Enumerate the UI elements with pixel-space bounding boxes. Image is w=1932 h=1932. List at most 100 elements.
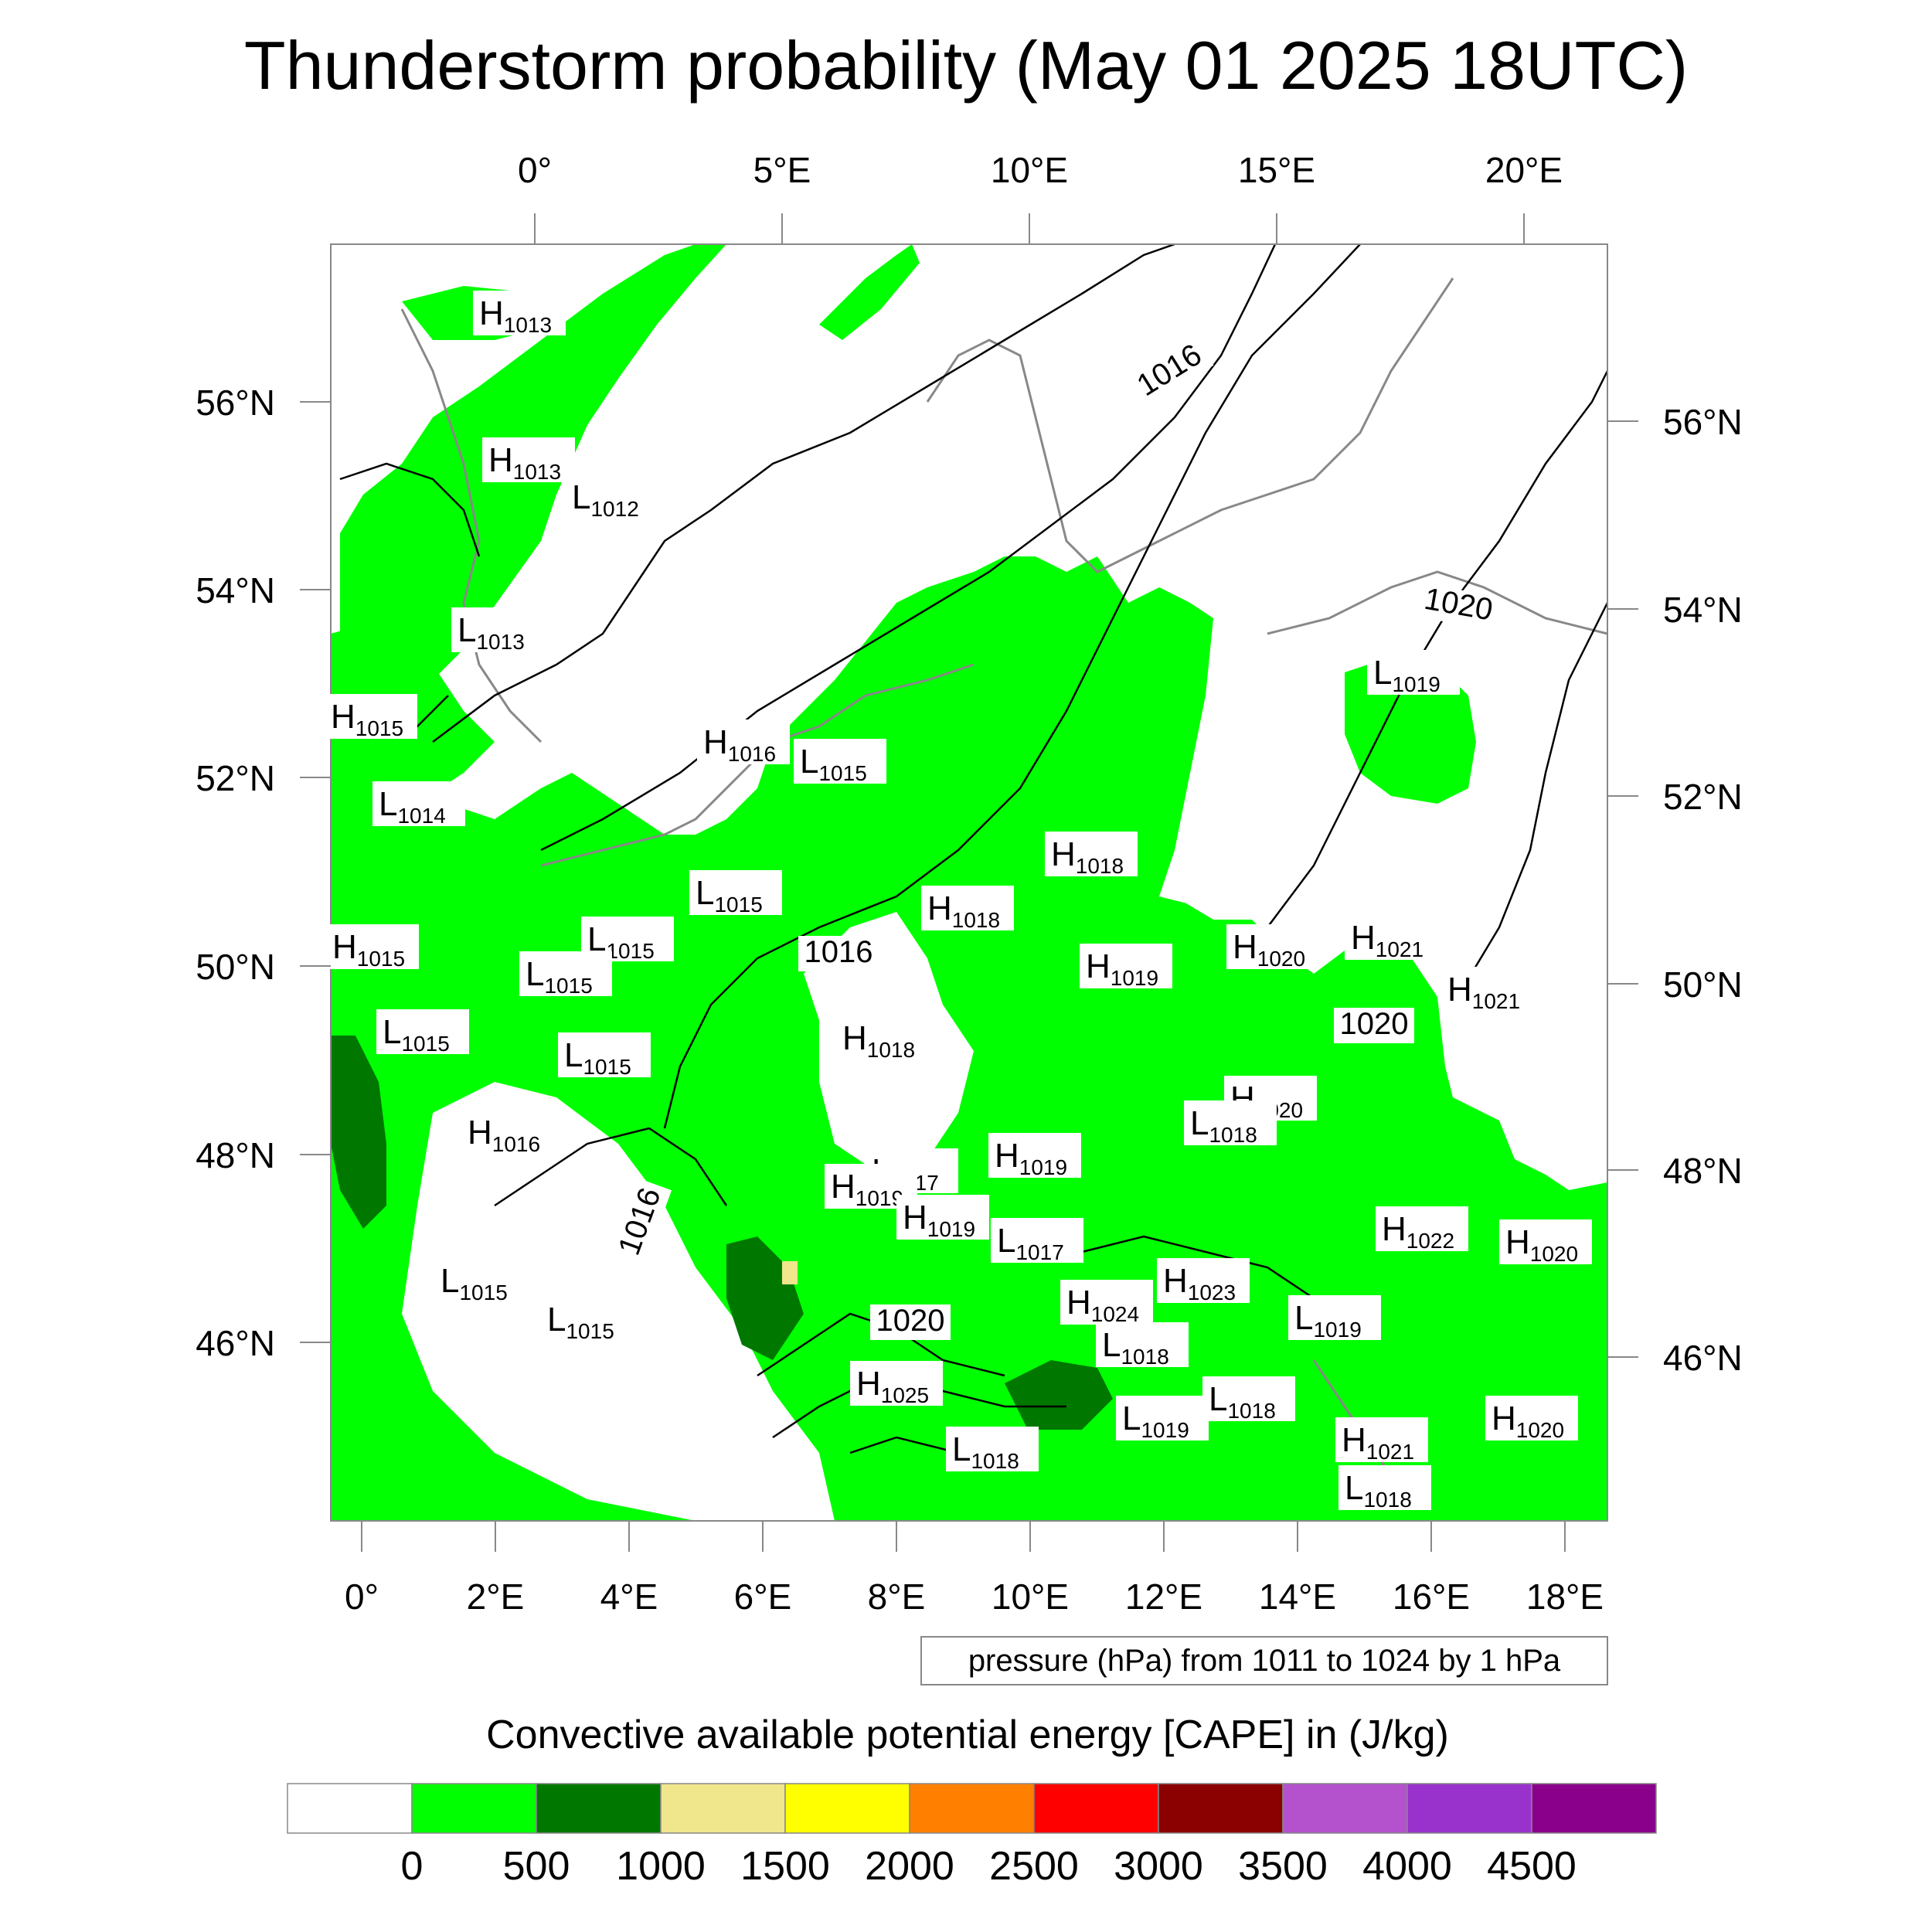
- colorbar-tick-label: 0: [401, 1844, 423, 1889]
- cape-area-500-1000-west: [331, 1036, 386, 1229]
- pressure-center-label: H1013: [473, 291, 566, 337]
- cape-field: [331, 244, 1607, 1521]
- top-axis-label: 20°E: [1485, 150, 1563, 190]
- map-frame: [330, 243, 1608, 1522]
- pressure-center-text: H1013: [488, 441, 561, 484]
- pressure-center-label: L1013: [451, 607, 544, 654]
- pressure-center-text: L1015: [800, 743, 867, 785]
- pressure-center-text: H1018: [927, 889, 1000, 932]
- colorbar-tick-labels: 0 500 1000 1500 2000 2500 3000 3500 4000 4500: [401, 1844, 1577, 1889]
- axis-ticks: [300, 213, 1638, 1552]
- pressure-center-label: H1023: [1157, 1258, 1250, 1304]
- bottom-axis-label: 16°E: [1393, 1577, 1470, 1617]
- pressure-center-label: H1019: [1080, 944, 1172, 990]
- left-axis-label: 46°N: [196, 1323, 275, 1363]
- figure-title: Thunderstorm probability (May 01 2025 18…: [244, 27, 1688, 104]
- pressure-center-text: H1020: [1505, 1223, 1578, 1266]
- bottom-axis-label: 0°: [345, 1577, 379, 1617]
- pressure-center-text: H1019: [995, 1137, 1067, 1179]
- pressure-center-label: L1012: [566, 474, 658, 521]
- pressure-center-label: L1017: [991, 1218, 1083, 1264]
- pressure-center-text: L1019: [1294, 1299, 1362, 1342]
- colorbar-swatch: [1406, 1783, 1532, 1834]
- left-axis-label: 50°N: [196, 947, 275, 987]
- pressure-center-label: H1020: [1224, 1076, 1317, 1122]
- pressure-center-text: L1013: [457, 611, 525, 654]
- colorbar-swatch: [1282, 1783, 1408, 1834]
- left-axis-label: 54°N: [196, 570, 275, 611]
- colorbar-tick-label: 4000: [1362, 1844, 1452, 1889]
- right-axis-label: 46°N: [1663, 1338, 1743, 1378]
- left-axis-label: 52°N: [196, 758, 275, 798]
- pressure-center-text: H1023: [1163, 1262, 1236, 1304]
- pressure-center-text: H1018: [842, 1019, 915, 1062]
- pressure-center-label: L1018: [1338, 1465, 1431, 1512]
- legend-title: Convective available potential energy [C…: [486, 1713, 1449, 1757]
- top-axis-label: 0°: [518, 150, 552, 190]
- pressure-center-text: L1014: [379, 785, 446, 828]
- pressure-center-text: H1016: [703, 723, 776, 766]
- right-axis-label: 56°N: [1663, 402, 1743, 442]
- pressure-note: pressure (hPa) from 1011 to 1024 by 1 hP…: [920, 1636, 1608, 1685]
- cape-area-1000-1500: [782, 1261, 798, 1284]
- colorbar-tick-label: 4500: [1487, 1844, 1577, 1889]
- pressure-center-text: H1015: [332, 928, 405, 971]
- cape-area-500-1000-alps-east: [1005, 1360, 1113, 1430]
- bottom-axis-label: 18°E: [1526, 1577, 1604, 1617]
- pressure-center-label: L1015: [558, 1032, 651, 1079]
- bottom-axis-label: 6°E: [734, 1577, 792, 1617]
- colorbar: [287, 1783, 1657, 1834]
- pressure-center-text: L1018: [1102, 1326, 1169, 1369]
- pressure-center-label: H1022: [1376, 1206, 1468, 1253]
- colorbar-tick-label: 2500: [989, 1844, 1079, 1889]
- top-axis-label: 5°E: [753, 150, 811, 190]
- bottom-axis-label: 8°E: [868, 1577, 926, 1617]
- pressure-center-text: L1015: [440, 1262, 508, 1304]
- pressure-center-label: L1015: [434, 1258, 527, 1304]
- pressure-center-label: L1015: [689, 870, 782, 917]
- pressure-center-text: H1018: [1051, 835, 1124, 878]
- pressure-center-label: L1015: [376, 1009, 469, 1056]
- right-axis-label: 52°N: [1663, 777, 1743, 817]
- pressure-center-text: L1012: [572, 478, 639, 521]
- bottom-axis-label: 14°E: [1259, 1577, 1336, 1617]
- right-axis-label: 50°N: [1663, 964, 1743, 1005]
- right-axis-label: 54°N: [1663, 590, 1743, 630]
- pressure-center-label: L1014: [372, 781, 465, 828]
- left-axis-label: 48°N: [196, 1135, 275, 1175]
- colorbar-swatch: [784, 1783, 910, 1834]
- right-axis-labels: 56°N 54°N 52°N 50°N 48°N 46°N: [1663, 402, 1743, 1378]
- pressure-center-text: H1021: [1342, 1421, 1414, 1464]
- pressure-center-text: L1018: [1209, 1380, 1276, 1423]
- cape-area-northeast-strip: [819, 244, 920, 340]
- pressure-center-label: L1018: [946, 1427, 1039, 1473]
- pressure-center-label: H1020: [1499, 1219, 1592, 1266]
- pressure-center-label: H1019: [896, 1195, 989, 1241]
- isobar-label: 1016: [804, 935, 873, 969]
- pressure-center-text: L1015: [383, 1013, 450, 1056]
- pressure-center-label: H1019: [988, 1133, 1081, 1179]
- pressure-center-label: L1019: [1367, 650, 1460, 696]
- pressure-center-text: H1019: [1086, 947, 1158, 990]
- top-axis-label: 10°E: [991, 150, 1068, 190]
- pressure-center-label: L1015: [794, 739, 886, 785]
- pressure-center-text: H1019: [903, 1199, 975, 1241]
- pressure-center-text: H1013: [479, 294, 552, 337]
- pressure-center-label: H1016: [697, 719, 790, 766]
- pressure-centers: H1013 H1013 L1012 L1013 H1015 L1014 H1016 L1015…: [325, 291, 1592, 1512]
- pressure-center-text: L1015: [696, 874, 763, 917]
- pressure-center-label: H1015: [326, 924, 419, 971]
- pressure-center-label: L1018: [1202, 1376, 1295, 1423]
- pressure-center-text: H1020: [1233, 928, 1305, 971]
- pressure-center-label: H1020: [1226, 924, 1319, 971]
- colorbar-tick-label: 500: [503, 1844, 570, 1889]
- pressure-center-label: H1018: [921, 886, 1014, 932]
- colorbar-tick-label: 2000: [865, 1844, 954, 1889]
- pressure-center-text: L1018: [952, 1430, 1019, 1473]
- pressure-center-text: H1016: [468, 1114, 540, 1156]
- pressure-center-label: H1013: [482, 437, 575, 484]
- pressure-center-label: H1021: [1345, 915, 1437, 961]
- pressure-center-label: H1024: [1060, 1280, 1153, 1326]
- colorbar-tick-label: 3000: [1114, 1844, 1203, 1889]
